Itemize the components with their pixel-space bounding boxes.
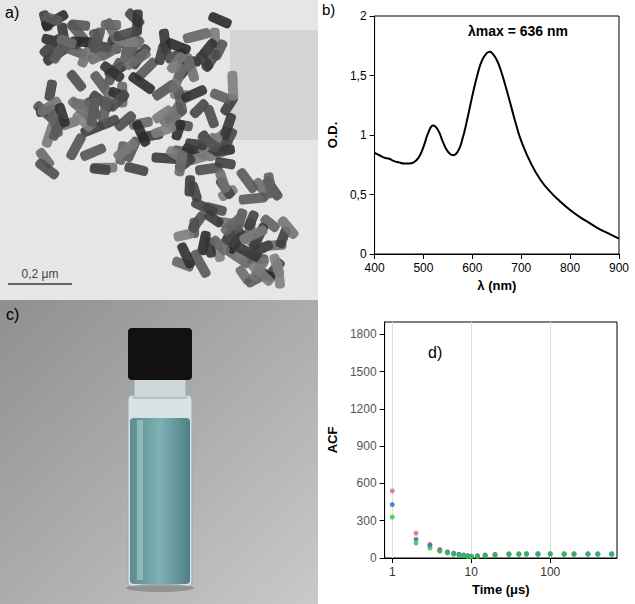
svg-text:c): c) bbox=[6, 306, 19, 323]
svg-text:O.D.: O.D. bbox=[325, 122, 340, 149]
svg-text:500: 500 bbox=[413, 261, 433, 275]
svg-text:1,5: 1,5 bbox=[350, 69, 367, 83]
svg-text:10: 10 bbox=[465, 565, 479, 579]
svg-text:b): b) bbox=[322, 1, 335, 18]
svg-text:100: 100 bbox=[540, 565, 560, 579]
svg-text:300: 300 bbox=[357, 514, 377, 528]
svg-text:900: 900 bbox=[609, 261, 629, 275]
svg-text:600: 600 bbox=[462, 261, 482, 275]
svg-text:0: 0 bbox=[370, 551, 377, 565]
svg-text:ACF: ACF bbox=[325, 427, 340, 454]
svg-text:Time (μs): Time (μs) bbox=[472, 582, 530, 597]
svg-text:0,5: 0,5 bbox=[350, 188, 367, 202]
svg-text:λ (nm): λ (nm) bbox=[477, 278, 516, 293]
svg-text:d): d) bbox=[428, 344, 442, 361]
svg-text:2: 2 bbox=[360, 9, 367, 23]
svg-text:a): a) bbox=[5, 4, 19, 21]
svg-text:1: 1 bbox=[389, 565, 396, 579]
svg-text:0,2 μm: 0,2 μm bbox=[22, 267, 59, 281]
svg-text:1800: 1800 bbox=[350, 327, 377, 341]
svg-text:1500: 1500 bbox=[350, 365, 377, 379]
svg-text:1200: 1200 bbox=[350, 402, 377, 416]
svg-text:600: 600 bbox=[357, 476, 377, 490]
svg-text:400: 400 bbox=[365, 261, 385, 275]
svg-text:800: 800 bbox=[560, 261, 580, 275]
svg-text:λmax = 636 nm: λmax = 636 nm bbox=[468, 23, 568, 39]
svg-text:900: 900 bbox=[357, 439, 377, 453]
svg-text:700: 700 bbox=[511, 261, 531, 275]
svg-text:0: 0 bbox=[360, 247, 367, 261]
svg-text:1: 1 bbox=[360, 128, 367, 142]
